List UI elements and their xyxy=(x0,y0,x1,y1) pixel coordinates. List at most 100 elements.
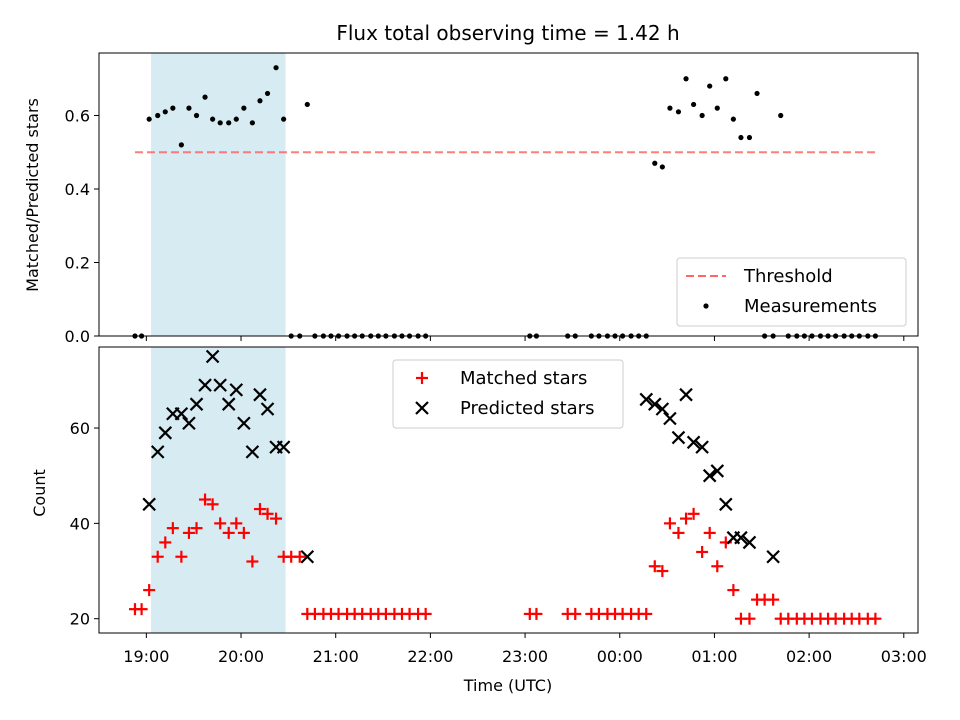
matched-star-point xyxy=(230,517,243,530)
top-ylabel: Matched/Predicted stars xyxy=(23,98,42,292)
measurement-point xyxy=(738,134,744,141)
legend-predicted-label: Predicted stars xyxy=(460,398,594,419)
y-tick-label: 0.6 xyxy=(65,106,90,125)
measurement-point xyxy=(233,116,239,122)
measurement-point xyxy=(257,98,263,104)
predicted-star-point xyxy=(663,411,677,426)
predicted-stars-points xyxy=(142,349,780,564)
bottom-ylabel: Count xyxy=(30,469,49,517)
measurement-point xyxy=(217,120,223,126)
predicted-star-point xyxy=(639,392,654,407)
y-tick-label: 0.2 xyxy=(65,253,90,272)
matched-star-point xyxy=(687,507,700,520)
predicted-star-point xyxy=(742,535,757,550)
matched-star-point xyxy=(727,584,740,597)
matched-star-point xyxy=(419,607,432,620)
matched-star-point xyxy=(151,550,164,563)
x-tick-label: 22:00 xyxy=(407,647,453,666)
bottom-xlabel: Time (UTC) xyxy=(463,676,552,695)
predicted-star-point xyxy=(702,468,717,483)
matched-star-point xyxy=(767,593,780,606)
measurement-point xyxy=(675,109,682,115)
x-tick-label: 03:00 xyxy=(881,647,927,666)
matched-star-point xyxy=(206,498,219,511)
predicted-star-point xyxy=(710,464,725,478)
measurement-point xyxy=(667,105,673,111)
predicted-star-point xyxy=(150,445,165,459)
measurement-point xyxy=(691,101,697,108)
predicted-star-point xyxy=(158,426,173,440)
measurement-point xyxy=(186,105,192,111)
matched-star-point xyxy=(214,517,227,530)
measurement-point xyxy=(659,164,665,170)
matched-star-point xyxy=(656,565,669,578)
predicted-star-point xyxy=(198,378,212,392)
predicted-star-point xyxy=(260,402,275,416)
matched-star-point xyxy=(530,607,543,620)
matched-star-point xyxy=(869,612,882,625)
matched-star-point xyxy=(743,612,756,625)
x-tick-label: 21:00 xyxy=(313,647,359,666)
matched-star-point xyxy=(175,550,188,563)
predicted-star-point xyxy=(766,549,780,564)
measurement-point xyxy=(273,65,279,71)
predicted-star-point xyxy=(276,440,291,454)
y-tick-label: 40 xyxy=(70,514,90,533)
matched-star-point xyxy=(261,507,274,520)
matched-star-point xyxy=(166,522,179,535)
matched-star-point xyxy=(270,512,283,525)
bottom-axes-frame xyxy=(98,346,919,634)
matched-star-point xyxy=(569,607,582,620)
top-x-ticks xyxy=(145,336,905,341)
x-tick-label: 19:00 xyxy=(123,647,169,666)
matched-star-point xyxy=(246,555,259,568)
predicted-star-point xyxy=(174,406,189,421)
top-legend-box xyxy=(676,257,907,327)
predicted-star-point xyxy=(189,397,204,411)
matched-star-point xyxy=(253,503,266,516)
predicted-star-point xyxy=(686,435,701,450)
y-tick-label: 60 xyxy=(70,419,90,438)
predicted-star-point xyxy=(695,440,709,454)
measurement-point xyxy=(178,142,184,148)
measurement-point xyxy=(162,109,168,115)
y-tick-label: 0.4 xyxy=(65,180,90,199)
x-tick-label: 00:00 xyxy=(597,647,643,666)
legend-predicted-swatch xyxy=(415,401,429,415)
matched-star-point xyxy=(199,493,212,506)
legend-measurements-label: Measurements xyxy=(744,296,877,317)
measurement-point xyxy=(193,112,200,119)
matched-star-point xyxy=(135,603,148,616)
measurement-point xyxy=(778,112,784,119)
bottom-x-ticks: 19:00 20:00 21:00 22:00 23:00 00:00 01:00 02:00… xyxy=(123,633,927,666)
measurement-point xyxy=(249,120,255,126)
bottom-shaded-region xyxy=(151,347,286,633)
measurement-point xyxy=(707,83,713,89)
measurement-point xyxy=(226,120,232,126)
measurement-point xyxy=(155,112,161,119)
predicted-star-point xyxy=(182,416,196,431)
top-shaded-region xyxy=(151,53,286,336)
predicted-star-point xyxy=(648,397,662,411)
measurement-point xyxy=(746,134,753,141)
measurement-point xyxy=(264,90,271,97)
x-tick-label: 01:00 xyxy=(691,647,737,666)
legend-threshold-label: Threshold xyxy=(743,266,833,287)
top-panel: 0.0 0.2 0.4 0.6 Flux total observing time =… xyxy=(23,21,919,346)
matched-star-point xyxy=(222,526,235,539)
measurement-point xyxy=(683,76,689,82)
matched-star-point xyxy=(640,607,653,620)
legend-measurements-swatch xyxy=(703,303,709,309)
matched-star-point xyxy=(703,526,716,539)
bottom-panel: 20 40 60 19:00 20:00 21:00 22:00 23:00 00:00 01:… xyxy=(30,346,927,695)
measurement-point xyxy=(210,116,216,122)
matched-star-point xyxy=(648,560,661,573)
predicted-star-point xyxy=(671,430,686,445)
predicted-star-point xyxy=(253,387,267,402)
measurement-point xyxy=(714,105,720,111)
predicted-star-point xyxy=(734,530,748,545)
matched-star-point xyxy=(143,584,156,597)
top-legend: Threshold Measurements xyxy=(676,257,907,327)
matched-star-point xyxy=(663,517,676,530)
